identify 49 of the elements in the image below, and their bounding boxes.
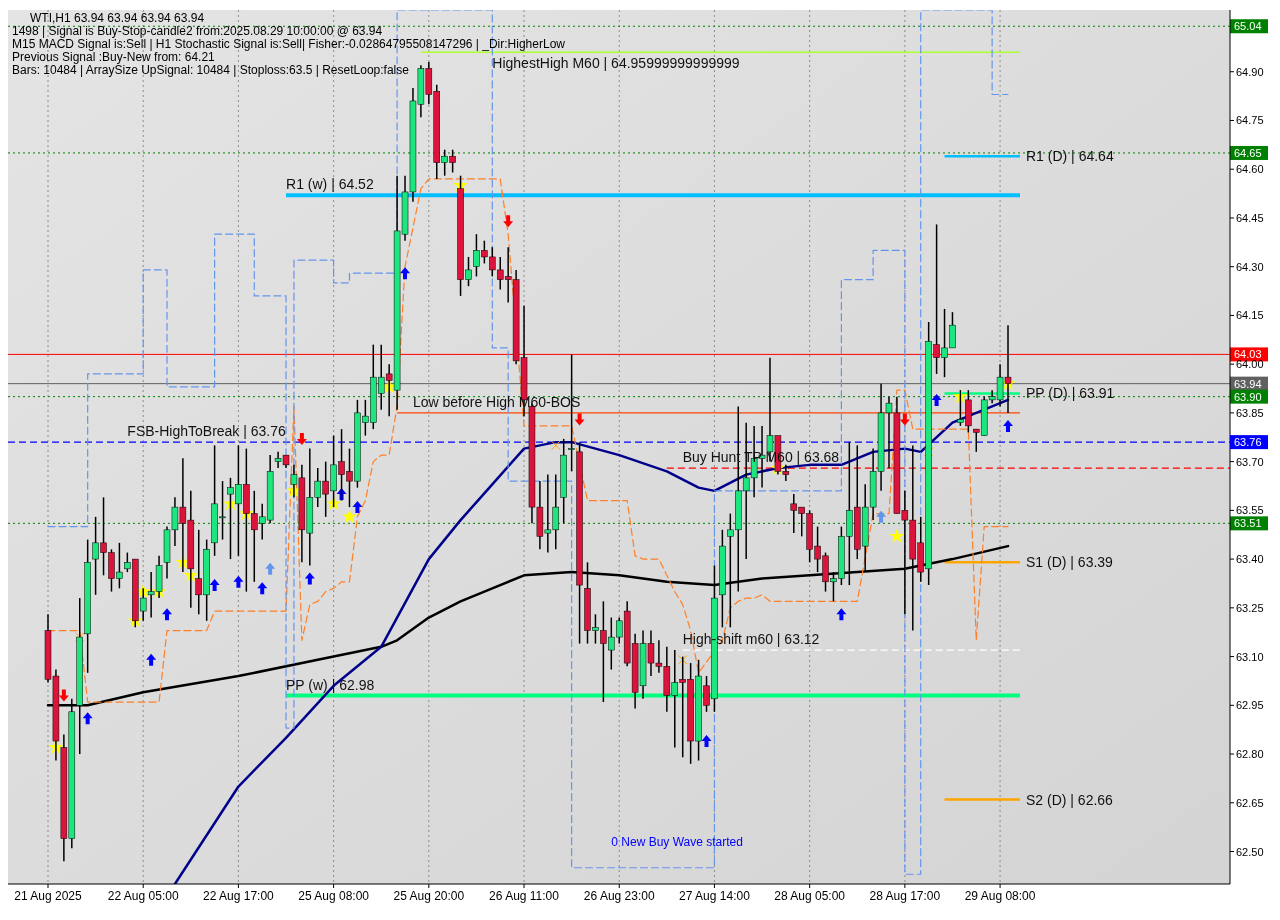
x-tick-label: 21 Aug 2025 [14,889,83,903]
x-tick-label: 25 Aug 08:00 [298,889,370,903]
y-tick-label: 63.40 [1236,553,1264,566]
ref-line-label: PP (w) | 62.98 [286,676,375,693]
y-tick-label: 63.25 [1236,601,1264,614]
ref-line-label: R1 (w) | 64.52 [286,176,374,193]
ref-line-label: 64.65 [1234,146,1262,159]
x-tick-label: 27 Aug 14:00 [679,889,751,903]
y-tick-label: 62.65 [1236,796,1264,809]
y-tick-label: 63.10 [1236,650,1264,663]
annotation: 1498 | Signal is Buy-Stop-candle2 from:2025.08.29 10:00:00 @ 63.94 [12,24,383,38]
y-tick-label: 63.70 [1236,455,1264,468]
ref-line-label: 63.94 [1234,377,1262,390]
annotation: Bars: 10484 | ArraySize UpSignal: 10484 | Stoploss:63.5 | ResetLoop:false [12,63,410,77]
annotation: 0 New Buy Wave started [611,835,743,849]
ref-line-label: 64.03 [1234,348,1262,361]
y-tick-label: 64.75 [1236,114,1264,127]
x-tick-label: 28 Aug 05:00 [774,889,846,903]
y-tick-label: 64.15 [1236,309,1264,322]
x-tick-label: 22 Aug 17:00 [203,889,275,903]
chart-title: WTI,H1 63.94 63.94 63.94 63.94 [30,11,205,25]
text: 63.76 [1234,436,1262,449]
x-tick-label: 26 Aug 23:00 [583,889,655,903]
y-tick-label: 64.45 [1236,211,1264,224]
y-tick-label: 62.95 [1236,699,1264,712]
y-tick-label: 62.50 [1236,845,1264,858]
y-tick-label: 63.55 [1236,504,1264,517]
x-tick-label: 26 Aug 11:00 [489,889,560,903]
ref-line-label: 63.51 [1234,517,1262,530]
ref-line-label: 63.90 [1234,390,1262,403]
y-tick-label: 64.30 [1236,260,1264,273]
y-tick-label: 64.00 [1236,358,1264,371]
annotation: M15 MACD Signal is:Sell | H1 Stochastic Signal is:Sell| Fisher:-0.02864795508147296 | _Dir:HigherLow [12,37,566,51]
x-tick-label: 28 Aug 17:00 [869,889,941,903]
ref-line-label: FSB-HighToBreak | 63.76 [127,423,287,440]
x-tick-label: 22 Aug 05:00 [107,889,179,903]
y-tick-label: 62.80 [1236,748,1264,761]
ref-line-label: S1 (D) | 63.39 [1026,554,1114,571]
ref-line-label: HighestHigh M60 | 64.95999999999999 [492,55,740,72]
y-tick-label: 63.85 [1236,406,1264,419]
y-tick-label: 64.90 [1236,65,1264,78]
ref-line-label: PP (D) | 63.91 [1026,385,1115,402]
x-tick-label: 25 Aug 20:00 [393,889,465,903]
ref-line-label: 65.04 [1234,20,1262,33]
x-tick-label: 29 Aug 08:00 [964,889,1036,903]
annotation: Previous Signal :Buy-New from: 64.21 [12,50,216,64]
ref-line-label: R1 (D) | 64.64 [1026,148,1114,165]
ref-line-label: S2 (D) | 62.66 [1026,791,1114,808]
y-tick-label: 64.60 [1236,163,1264,176]
